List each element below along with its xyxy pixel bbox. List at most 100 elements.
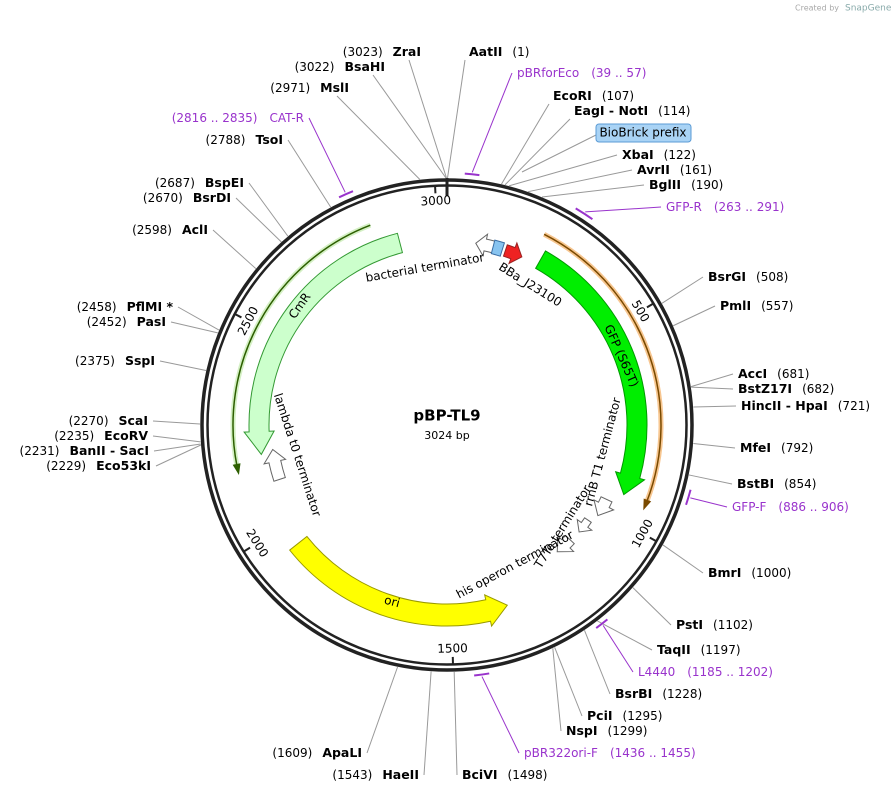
site-position: (721)	[838, 399, 870, 413]
site-leader	[673, 306, 715, 326]
site-label: BstBI(854)	[737, 476, 816, 491]
site-leader	[160, 361, 206, 371]
site-leader	[663, 545, 703, 573]
site-leader	[171, 322, 218, 333]
site-label: (2788) TsoI	[206, 132, 283, 147]
site-leader	[501, 104, 549, 184]
site-leader	[236, 198, 281, 242]
site-label: PciI (1295)	[587, 708, 662, 723]
site-position: (1102)	[713, 618, 753, 632]
plasmid-name: pBP-TL9	[413, 407, 480, 425]
primer-label: pBR322ori-F(1436 .. 1455)	[524, 746, 696, 760]
site-position: (2670)	[143, 191, 183, 205]
site-name: ScaI	[119, 413, 149, 428]
gfp-band-head	[643, 499, 651, 511]
ring-tick-label: 2000	[243, 526, 271, 559]
site-name: EagI - NotI	[574, 103, 648, 118]
ring-tick-label: 1500	[437, 641, 468, 656]
site-position: (681)	[777, 367, 809, 381]
site-leader	[153, 436, 201, 442]
site-leader	[153, 421, 200, 424]
primer-leader	[472, 73, 512, 172]
terminator-arrow	[577, 518, 592, 532]
site-label: HincII - HpaI (721)	[741, 398, 870, 413]
site-name: PmlI	[720, 298, 751, 313]
site-position: (508)	[756, 270, 788, 284]
site-name: PstI	[676, 617, 703, 632]
ring-tick	[650, 538, 657, 542]
primer-name: GFP-F	[732, 500, 767, 514]
site-name: PasI	[137, 314, 166, 329]
site-name: BciVI	[462, 767, 498, 782]
site-label: (2458)PflMI *	[77, 299, 174, 314]
site-name: MfeI	[740, 440, 771, 455]
plasmid-length: 3024 bp	[424, 429, 469, 442]
site-position: (2458)	[77, 300, 117, 314]
site-leader	[597, 621, 652, 650]
site-leader	[633, 588, 671, 625]
site-position: (682)	[802, 382, 834, 396]
ring-tick	[243, 548, 250, 552]
site-name: HincII - HpaI	[741, 398, 828, 413]
site-position: (1609)	[272, 746, 312, 760]
site-label: BmrI(1000)	[708, 565, 791, 580]
ring-tick	[647, 303, 654, 307]
site-position: (3023)	[343, 45, 383, 59]
site-position: (2788)	[206, 133, 246, 147]
site-label: PmlI(557)	[720, 298, 793, 313]
site-position: (1295)	[623, 709, 663, 723]
site-name: PciI	[587, 708, 613, 723]
site-leader	[542, 185, 644, 197]
site-leader	[691, 387, 733, 389]
primer-mark	[474, 673, 489, 675]
ring-tick-label: 1000	[629, 517, 656, 551]
site-label: BsrBI(1228)	[615, 686, 702, 701]
site-label: (2231)BanII - SacI	[20, 443, 149, 458]
primer-name: GFP-R	[666, 200, 702, 214]
site-label: MfeI (792)	[740, 440, 813, 455]
site-label: (3022)BsaHI	[295, 59, 385, 74]
site-name: SspI	[125, 353, 155, 368]
primer-position: (2816 .. 2835)	[172, 111, 258, 125]
primer-label: (2816 .. 2835) CAT-R	[172, 111, 304, 125]
site-position: (1)	[512, 45, 529, 59]
primer-name: L4440	[638, 665, 675, 679]
site-leader	[367, 667, 398, 753]
site-position: (1299)	[608, 724, 648, 738]
site-label: XbaI(122)	[622, 147, 696, 162]
site-label: (2229)Eco53kI	[46, 458, 151, 473]
site-position: (2598)	[132, 223, 172, 237]
site-position: (1498)	[508, 768, 548, 782]
site-name: TaqII	[657, 642, 691, 657]
site-position: (2270)	[69, 414, 109, 428]
ring-tick-label: 3000	[420, 193, 451, 209]
primer-name: pBRforEco	[517, 66, 579, 80]
site-name: BmrI	[708, 565, 741, 580]
site-name: BsrBI	[615, 686, 652, 701]
site-name: TsoI	[255, 132, 283, 147]
site-position: (2375)	[75, 354, 115, 368]
site-position: (122)	[664, 148, 696, 162]
site-leader	[156, 445, 201, 466]
site-leader	[213, 230, 256, 269]
site-label: (1609)ApaLI	[272, 745, 362, 760]
site-name: BanII - SacI	[69, 443, 149, 458]
site-label: (2270) ScaI	[69, 413, 148, 428]
primer-name: CAT-R	[269, 111, 304, 125]
primer-label: pBRforEco(39 .. 57)	[517, 66, 646, 80]
site-position: (792)	[781, 441, 813, 455]
site-name: AclI	[182, 222, 208, 237]
site-leader	[584, 630, 610, 694]
site-label: (2687)BspEI	[155, 175, 244, 190]
site-label: (2971)MslI	[270, 80, 349, 95]
site-name: HaeII	[382, 767, 419, 782]
site-name: AvrII	[637, 162, 670, 177]
site-name: BsaHI	[344, 59, 385, 74]
site-position: (2229)	[46, 459, 86, 473]
site-name: NspI	[566, 723, 598, 738]
primer-mark	[465, 174, 480, 175]
site-position: (161)	[680, 163, 712, 177]
site-label: (2670)BsrDI	[143, 190, 231, 205]
site-label: PstI (1102)	[676, 617, 753, 632]
site-label: NspI (1299)	[566, 723, 647, 738]
